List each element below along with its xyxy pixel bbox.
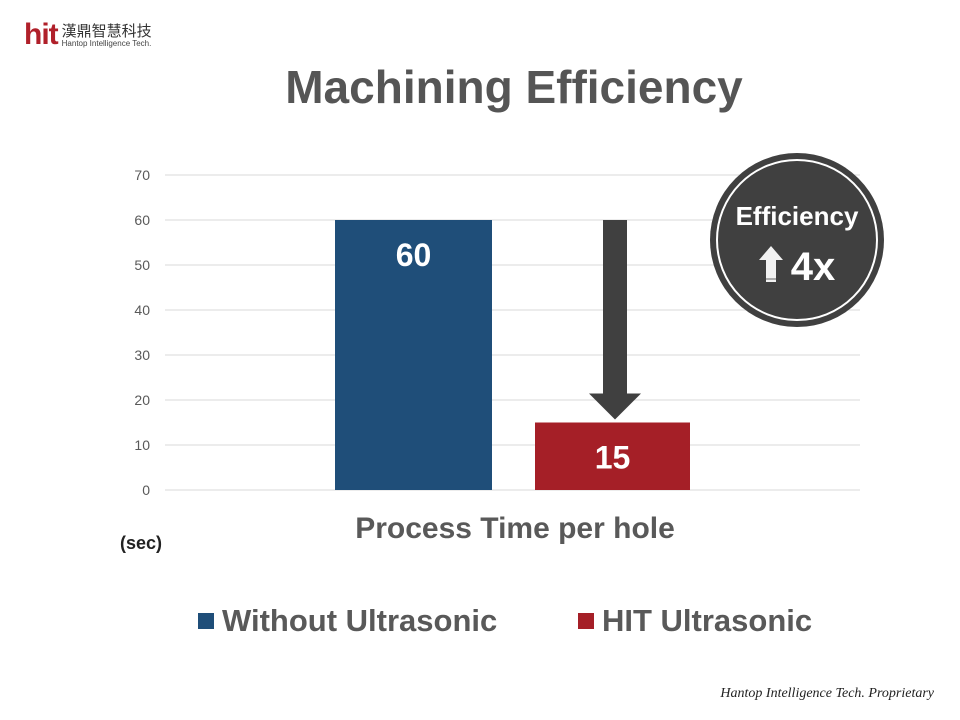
- data-label: 15: [595, 440, 631, 476]
- badge-label: Efficiency: [735, 201, 859, 231]
- y-tick-label: 60: [134, 212, 150, 228]
- logo-english-name: Hantop Intelligence Tech.: [61, 38, 152, 48]
- company-logo: hit 漢鼎智慧科技 Hantop Intelligence Tech.: [24, 20, 152, 50]
- data-label: 60: [396, 237, 432, 273]
- badge-value: 4x: [790, 245, 836, 289]
- footer-proprietary: Hantop Intelligence Tech. Proprietary: [720, 686, 934, 701]
- y-tick-label: 20: [134, 392, 150, 408]
- reduction-arrow-icon: [589, 220, 641, 420]
- y-tick-label: 10: [134, 437, 150, 453]
- y-tick-label: 50: [134, 257, 150, 273]
- badge-ring: [716, 159, 878, 321]
- x-axis-label: Process Time per hole: [355, 512, 675, 545]
- legend-swatch: [198, 613, 214, 629]
- up-arrow-icon: [758, 246, 783, 282]
- legend-item-hit-ultrasonic: HIT Ultrasonic: [578, 603, 812, 639]
- logo-mark: hit: [24, 18, 59, 51]
- bar-hit-ultrasonic: [535, 422, 690, 490]
- y-tick-label: 0: [142, 482, 150, 498]
- slide-title: Machining Efficiency: [285, 61, 743, 113]
- logo-chinese-name: 漢鼎智慧科技: [61, 21, 152, 40]
- legend-item-without-ultrasonic: Without Ultrasonic: [198, 603, 497, 639]
- legend-label: Without Ultrasonic: [222, 603, 498, 638]
- y-tick-label: 70: [134, 167, 150, 183]
- efficiency-badge: Efficiency 4x: [710, 153, 884, 327]
- legend-label: HIT Ultrasonic: [602, 603, 813, 638]
- y-tick-label: 40: [134, 302, 150, 318]
- bar-without-ultrasonic: [335, 220, 492, 490]
- y-axis-unit: (sec): [120, 533, 163, 553]
- legend-swatch: [578, 613, 594, 629]
- y-tick-label: 30: [134, 347, 150, 363]
